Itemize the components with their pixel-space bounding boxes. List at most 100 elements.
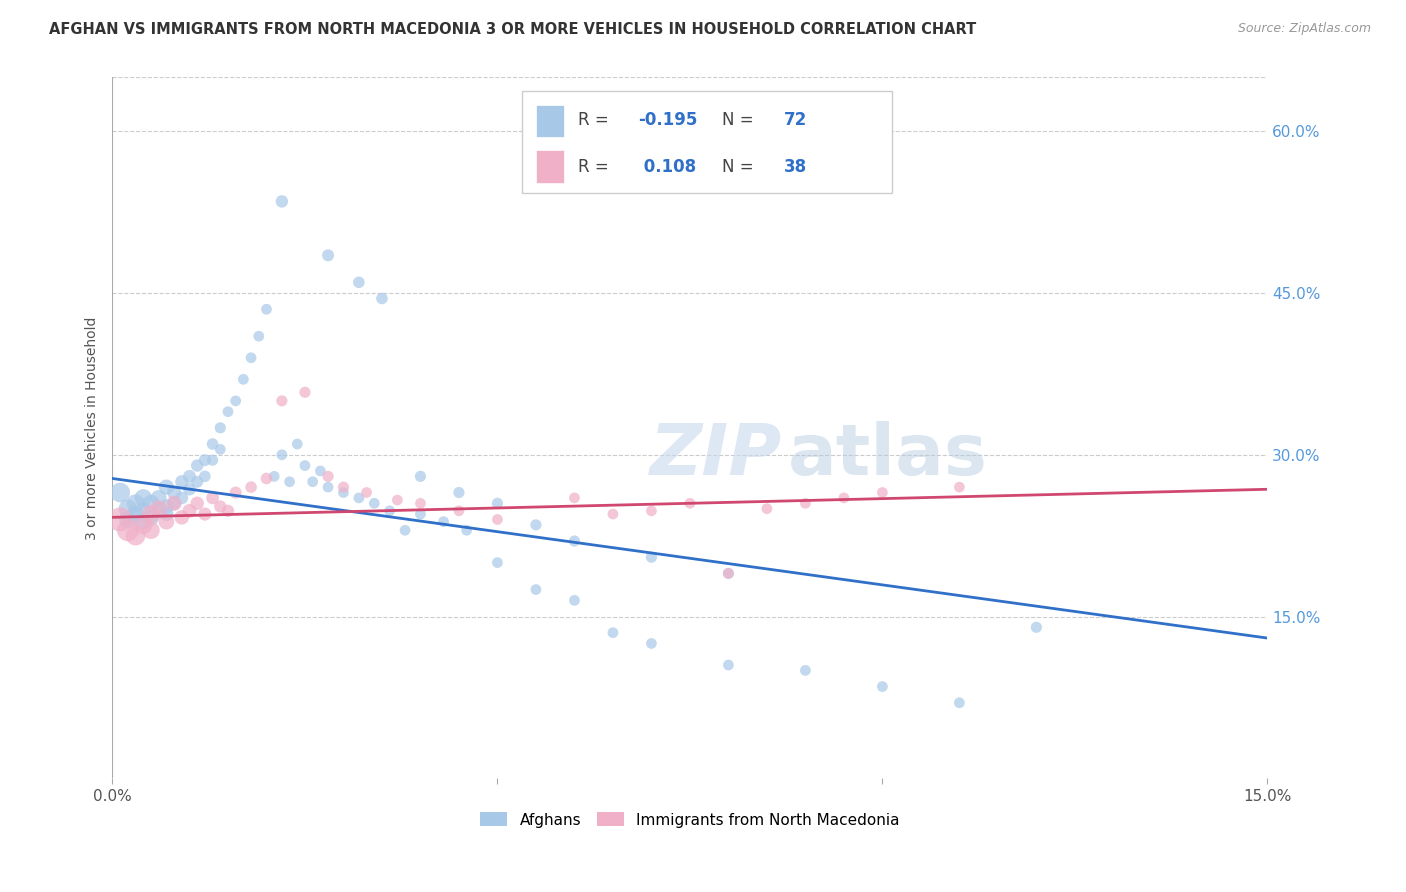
- Point: [524, 582, 547, 597]
- Point: [363, 496, 385, 510]
- Point: [108, 485, 131, 500]
- Point: [301, 475, 323, 489]
- Point: [139, 510, 162, 524]
- Point: [794, 664, 817, 678]
- Text: AFGHAN VS IMMIGRANTS FROM NORTH MACEDONIA 3 OR MORE VEHICLES IN HOUSEHOLD CORREL: AFGHAN VS IMMIGRANTS FROM NORTH MACEDONI…: [49, 22, 976, 37]
- Point: [155, 515, 177, 529]
- Point: [256, 471, 278, 485]
- Text: R =: R =: [578, 158, 614, 176]
- Point: [394, 523, 416, 537]
- Point: [356, 485, 378, 500]
- Point: [132, 517, 155, 532]
- Point: [347, 491, 370, 505]
- Point: [640, 636, 662, 650]
- Point: [124, 507, 146, 521]
- Point: [371, 292, 394, 306]
- Point: [155, 500, 177, 514]
- Point: [240, 351, 263, 365]
- Point: [387, 493, 409, 508]
- Point: [194, 507, 217, 521]
- Point: [155, 480, 177, 494]
- Point: [170, 510, 193, 524]
- Point: [486, 512, 509, 526]
- Point: [347, 275, 370, 289]
- Text: 0.108: 0.108: [638, 158, 696, 176]
- Point: [316, 469, 339, 483]
- Point: [378, 504, 401, 518]
- Point: [872, 680, 894, 694]
- Y-axis label: 3 or more Vehicles in Household: 3 or more Vehicles in Household: [86, 316, 100, 540]
- Point: [486, 496, 509, 510]
- FancyBboxPatch shape: [536, 151, 564, 183]
- Text: N =: N =: [723, 158, 759, 176]
- Point: [679, 496, 702, 510]
- Point: [201, 453, 224, 467]
- Point: [163, 485, 186, 500]
- Point: [270, 393, 292, 408]
- Point: [225, 485, 247, 500]
- Point: [194, 453, 217, 467]
- Text: Source: ZipAtlas.com: Source: ZipAtlas.com: [1237, 22, 1371, 36]
- Point: [148, 504, 170, 518]
- Point: [316, 248, 339, 262]
- Point: [194, 469, 217, 483]
- Point: [186, 458, 208, 473]
- Point: [155, 507, 177, 521]
- Point: [285, 437, 308, 451]
- Point: [717, 566, 740, 581]
- Text: atlas: atlas: [789, 421, 988, 491]
- Point: [132, 491, 155, 505]
- Point: [117, 512, 139, 526]
- Point: [602, 625, 624, 640]
- Point: [409, 496, 432, 510]
- Text: N =: N =: [723, 111, 759, 129]
- Point: [1025, 620, 1047, 634]
- Point: [117, 501, 139, 516]
- Text: ZIP: ZIP: [650, 421, 782, 491]
- FancyBboxPatch shape: [536, 104, 564, 137]
- Point: [755, 501, 778, 516]
- Point: [409, 507, 432, 521]
- Point: [186, 475, 208, 489]
- Text: 38: 38: [783, 158, 807, 176]
- Point: [217, 405, 239, 419]
- Point: [564, 593, 586, 607]
- Point: [108, 512, 131, 526]
- Point: [564, 491, 586, 505]
- Point: [179, 469, 201, 483]
- Point: [794, 496, 817, 510]
- Point: [139, 507, 162, 521]
- Point: [270, 448, 292, 462]
- Point: [163, 496, 186, 510]
- Point: [332, 480, 354, 494]
- Point: [309, 464, 332, 478]
- Point: [201, 437, 224, 451]
- Point: [256, 302, 278, 317]
- Point: [640, 504, 662, 518]
- Point: [602, 507, 624, 521]
- Point: [294, 458, 316, 473]
- Point: [263, 469, 285, 483]
- Point: [163, 496, 186, 510]
- Point: [832, 491, 855, 505]
- FancyBboxPatch shape: [523, 92, 891, 193]
- Point: [225, 393, 247, 408]
- Point: [148, 501, 170, 516]
- Point: [447, 504, 470, 518]
- Point: [201, 491, 224, 505]
- Text: 72: 72: [783, 111, 807, 129]
- Point: [209, 442, 232, 457]
- Point: [332, 485, 354, 500]
- Point: [247, 329, 270, 343]
- Point: [717, 658, 740, 673]
- Text: R =: R =: [578, 111, 614, 129]
- Point: [170, 475, 193, 489]
- Point: [132, 504, 155, 518]
- Point: [139, 496, 162, 510]
- Point: [209, 421, 232, 435]
- Point: [294, 385, 316, 400]
- Point: [124, 528, 146, 542]
- Point: [179, 504, 201, 518]
- Point: [186, 496, 208, 510]
- Point: [486, 556, 509, 570]
